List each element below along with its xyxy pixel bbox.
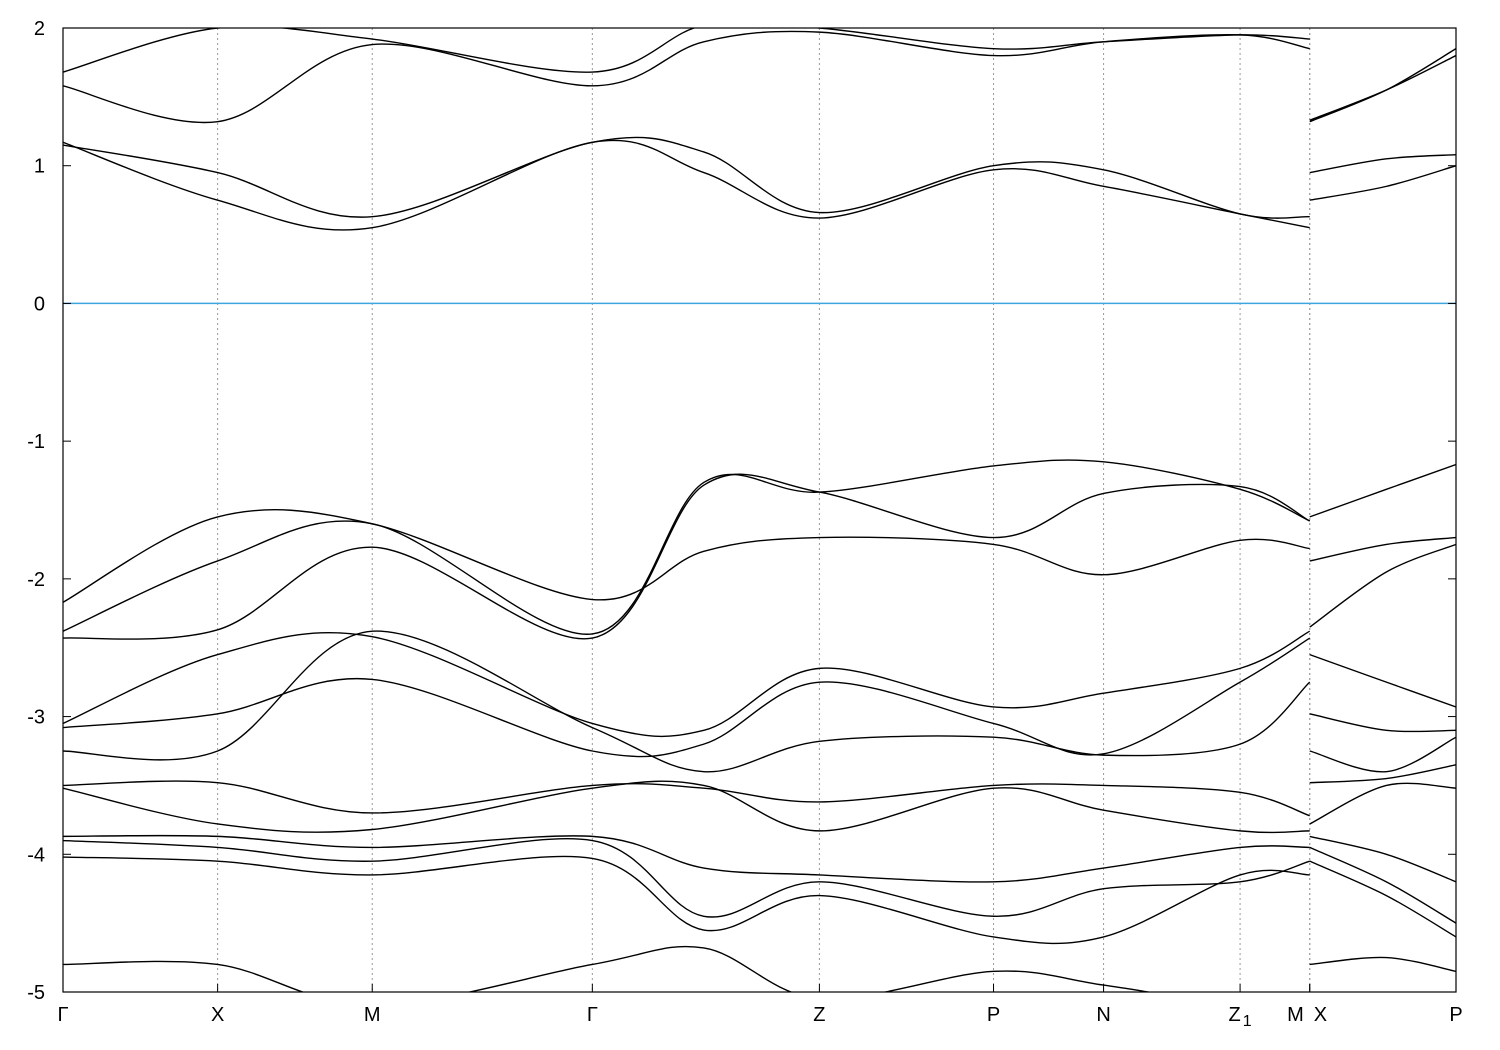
band-line-10-seg0 bbox=[63, 780, 1310, 817]
y-tick-label: 0 bbox=[34, 293, 45, 315]
band-line-11-seg0 bbox=[63, 780, 1310, 834]
band-line-15-seg0 bbox=[63, 945, 1153, 992]
x-tick-label-subscript: 1 bbox=[1243, 1013, 1252, 1030]
band-line-3-seg1 bbox=[1309, 54, 1456, 121]
y-tick-label: -5 bbox=[27, 982, 45, 1004]
band-line-10-seg1 bbox=[1309, 764, 1456, 784]
band-line-1-seg0 bbox=[63, 136, 1310, 219]
band-line-11-seg1 bbox=[1309, 782, 1456, 825]
x-tick-label: P bbox=[987, 1004, 1000, 1026]
x-tick-label-text: M bbox=[364, 1004, 381, 1026]
x-tick-label: N bbox=[1096, 1004, 1110, 1026]
band-line-2-seg1 bbox=[1309, 48, 1456, 123]
x-tick-label-text: Γ bbox=[57, 1004, 68, 1026]
x-tick-label-text: Γ bbox=[587, 1004, 598, 1026]
band-line-7-seg1 bbox=[1309, 653, 1456, 708]
x-tick-label-text: P bbox=[1449, 1004, 1462, 1026]
x-tick-label: X bbox=[1314, 1004, 1327, 1026]
x-tick-label: Γ bbox=[57, 1004, 68, 1026]
band-line-6-seg1 bbox=[1309, 543, 1456, 628]
band-line-0-seg0 bbox=[63, 139, 1310, 231]
x-tick-label-text: X bbox=[1314, 1004, 1327, 1026]
y-tick-label: 2 bbox=[34, 18, 45, 40]
band-line-4-seg0 bbox=[63, 508, 1310, 603]
y-tick-label: -3 bbox=[27, 707, 45, 729]
x-tick-label-text: Z bbox=[813, 1004, 825, 1026]
band-line-9-seg1 bbox=[1309, 736, 1456, 773]
x-tick-label-text: X bbox=[211, 1004, 224, 1026]
x-tick-label: X bbox=[211, 1004, 224, 1026]
band-line-7-seg0 bbox=[63, 630, 1311, 738]
y-tick-label: 1 bbox=[34, 156, 45, 178]
x-tick-label: M bbox=[364, 1004, 381, 1026]
plot-frame bbox=[62, 27, 1457, 993]
band-line-8-seg1 bbox=[1309, 713, 1456, 733]
band-line-5-seg1 bbox=[1309, 463, 1456, 518]
band-line-4-seg1 bbox=[1309, 536, 1456, 562]
band-line-6-seg0 bbox=[63, 473, 1311, 640]
x-tick-label-text: P bbox=[987, 1004, 1000, 1026]
band-line-8-seg0 bbox=[63, 637, 1311, 758]
x-tick-label-text: N bbox=[1096, 1004, 1110, 1026]
y-tick-label: -2 bbox=[27, 569, 45, 591]
band-line-3-seg0 bbox=[63, 28, 1310, 73]
band-line-15-seg1 bbox=[1309, 956, 1456, 973]
x-tick-label: M bbox=[1287, 1004, 1304, 1026]
band-line-14-seg1 bbox=[1309, 860, 1456, 938]
x-tick-label: Z bbox=[813, 1004, 825, 1026]
x-tick-label-text: Z bbox=[1229, 1004, 1241, 1026]
band-line-9-seg0 bbox=[63, 630, 1311, 773]
band-line-12-seg0 bbox=[63, 834, 1310, 883]
band-line-5-seg0 bbox=[63, 459, 1311, 635]
band-line-12-seg1 bbox=[1309, 835, 1456, 883]
y-tick-label: -4 bbox=[27, 844, 45, 866]
y-tick-label: -1 bbox=[27, 431, 45, 453]
x-tick-label: P bbox=[1449, 1004, 1462, 1026]
band-line-13-seg1 bbox=[1309, 846, 1456, 924]
band-line-2-seg0 bbox=[63, 30, 1310, 124]
band-line-13-seg0 bbox=[63, 838, 1310, 918]
x-tick-label: Γ bbox=[587, 1004, 598, 1026]
band-line-0-seg1 bbox=[1309, 165, 1456, 201]
band-line-1-seg1 bbox=[1309, 153, 1456, 174]
band-line-14-seg0 bbox=[63, 855, 1310, 945]
x-tick-label-text: M bbox=[1287, 1004, 1304, 1026]
